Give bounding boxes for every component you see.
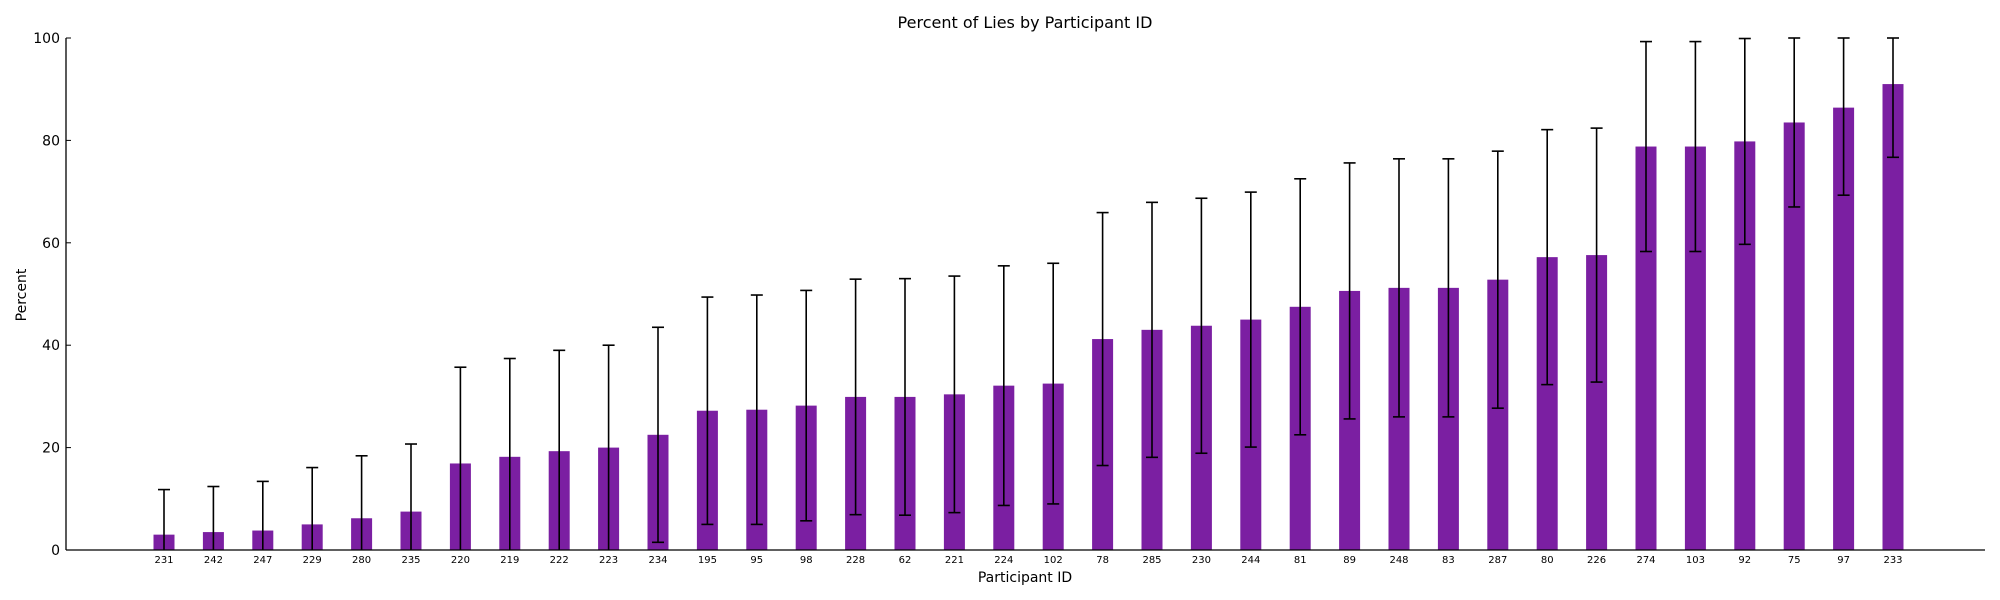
error-bar-221 — [948, 275, 961, 514]
y-tick-label-80: 80 — [42, 133, 60, 149]
error-bar-97 — [1837, 37, 1850, 196]
error-bar-103 — [1689, 40, 1702, 253]
error-bar-274 — [1640, 40, 1652, 253]
x-tick-label-285: 285 — [1142, 555, 1161, 566]
error-bar-95 — [750, 294, 763, 526]
y-tick-label-20: 20 — [42, 441, 60, 457]
error-bar-248 — [1393, 158, 1405, 418]
error-bar-287 — [1491, 150, 1504, 409]
x-tick-label-287: 287 — [1488, 555, 1507, 566]
x-tick-label-62: 62 — [899, 555, 912, 566]
error-bar-235 — [405, 443, 417, 550]
x-tick-label-233: 233 — [1883, 555, 1902, 566]
error-bar-83 — [1442, 158, 1455, 418]
bar-97 — [1833, 107, 1855, 550]
x-tick-label-224: 224 — [994, 555, 1013, 566]
error-bar-226 — [1590, 127, 1603, 383]
x-tick-label-80: 80 — [1541, 555, 1554, 566]
y-tick-label-0: 0 — [51, 543, 60, 559]
error-bar-219 — [503, 357, 516, 550]
error-bar-228 — [849, 278, 862, 516]
x-tick-label-280: 280 — [352, 555, 371, 566]
error-bar-102 — [1047, 262, 1060, 505]
error-bar-98 — [800, 289, 813, 522]
x-ticks-group: 231 242 247 229 280 235 220 219 222 223 234 195 95 98… — [154, 555, 1902, 566]
error-bar-62 — [899, 277, 911, 516]
x-tick-label-220: 220 — [451, 555, 470, 566]
bar-274 — [1635, 146, 1657, 551]
error-bar-229 — [306, 466, 319, 550]
error-bar-92 — [1738, 37, 1751, 246]
x-tick-label-230: 230 — [1192, 555, 1211, 566]
x-tick-label-247: 247 — [253, 555, 272, 566]
error-bar-234 — [652, 326, 664, 544]
error-bar-80 — [1541, 128, 1554, 386]
error-bar-230 — [1195, 197, 1208, 455]
bar-287 — [1487, 279, 1509, 550]
x-tick-label-244: 244 — [1241, 555, 1260, 566]
x-tick-label-231: 231 — [154, 555, 173, 566]
x-tick-label-222: 222 — [550, 555, 569, 566]
x-tick-label-226: 226 — [1587, 555, 1606, 566]
error-bar-220 — [454, 366, 467, 550]
x-tick-label-78: 78 — [1096, 555, 1109, 566]
error-bar-285 — [1146, 201, 1158, 459]
error-bar-231 — [158, 488, 170, 550]
y-tick-label-100: 100 — [33, 31, 60, 47]
bar-226 — [1586, 255, 1608, 550]
x-tick-label-102: 102 — [1044, 555, 1063, 566]
bar-248 — [1388, 287, 1410, 550]
x-tick-label-83: 83 — [1442, 555, 1455, 566]
error-bar-224 — [997, 265, 1010, 507]
x-tick-label-81: 81 — [1294, 555, 1307, 566]
bar-75 — [1783, 122, 1805, 550]
x-tick-label-97: 97 — [1837, 555, 1850, 566]
error-bar-78 — [1096, 211, 1109, 467]
error-bar-75 — [1788, 37, 1801, 208]
x-tick-label-248: 248 — [1389, 555, 1408, 566]
x-tick-label-95: 95 — [750, 555, 763, 566]
y-ticks-group: 0 20 40 60 80 100 — [33, 31, 71, 559]
error-bar-242 — [207, 485, 220, 550]
x-tick-label-274: 274 — [1636, 555, 1655, 566]
y-tick-label-60: 60 — [42, 236, 60, 252]
x-tick-label-228: 228 — [846, 555, 865, 566]
x-tick-label-75: 75 — [1788, 555, 1801, 566]
bar-89 — [1339, 290, 1361, 550]
axes-group — [65, 38, 1985, 551]
chart-title: Percent of Lies by Participant ID — [898, 13, 1153, 32]
x-tick-label-229: 229 — [303, 555, 322, 566]
x-tick-label-242: 242 — [204, 555, 223, 566]
error-bar-280 — [355, 454, 368, 550]
error-bar-195 — [701, 296, 714, 526]
bar-103 — [1684, 146, 1706, 551]
x-tick-label-89: 89 — [1343, 555, 1356, 566]
bar-80 — [1536, 257, 1558, 550]
x-tick-label-195: 195 — [698, 555, 717, 566]
x-tick-label-221: 221 — [945, 555, 964, 566]
error-bar-247 — [256, 480, 269, 550]
y-axis-label: Percent — [14, 268, 30, 321]
error-bar-222 — [553, 349, 566, 550]
x-tick-label-92: 92 — [1738, 555, 1751, 566]
error-bar-244 — [1244, 191, 1257, 448]
x-tick-label-234: 234 — [648, 555, 667, 566]
x-tick-label-223: 223 — [599, 555, 618, 566]
error-bar-81 — [1294, 178, 1307, 436]
x-tick-label-219: 219 — [500, 555, 519, 566]
error-bar-89 — [1343, 162, 1356, 420]
y-tick-label-40: 40 — [42, 338, 60, 354]
x-tick-label-103: 103 — [1686, 555, 1705, 566]
bar-233 — [1882, 84, 1904, 550]
bar-83 — [1437, 287, 1459, 550]
error-bars-group — [158, 37, 1899, 550]
error-bar-223 — [602, 344, 615, 550]
error-bar-233 — [1887, 37, 1899, 159]
x-tick-label-98: 98 — [800, 555, 813, 566]
bars-group — [153, 84, 1904, 551]
x-tick-label-235: 235 — [401, 555, 420, 566]
x-axis-label: Participant ID — [978, 570, 1072, 586]
